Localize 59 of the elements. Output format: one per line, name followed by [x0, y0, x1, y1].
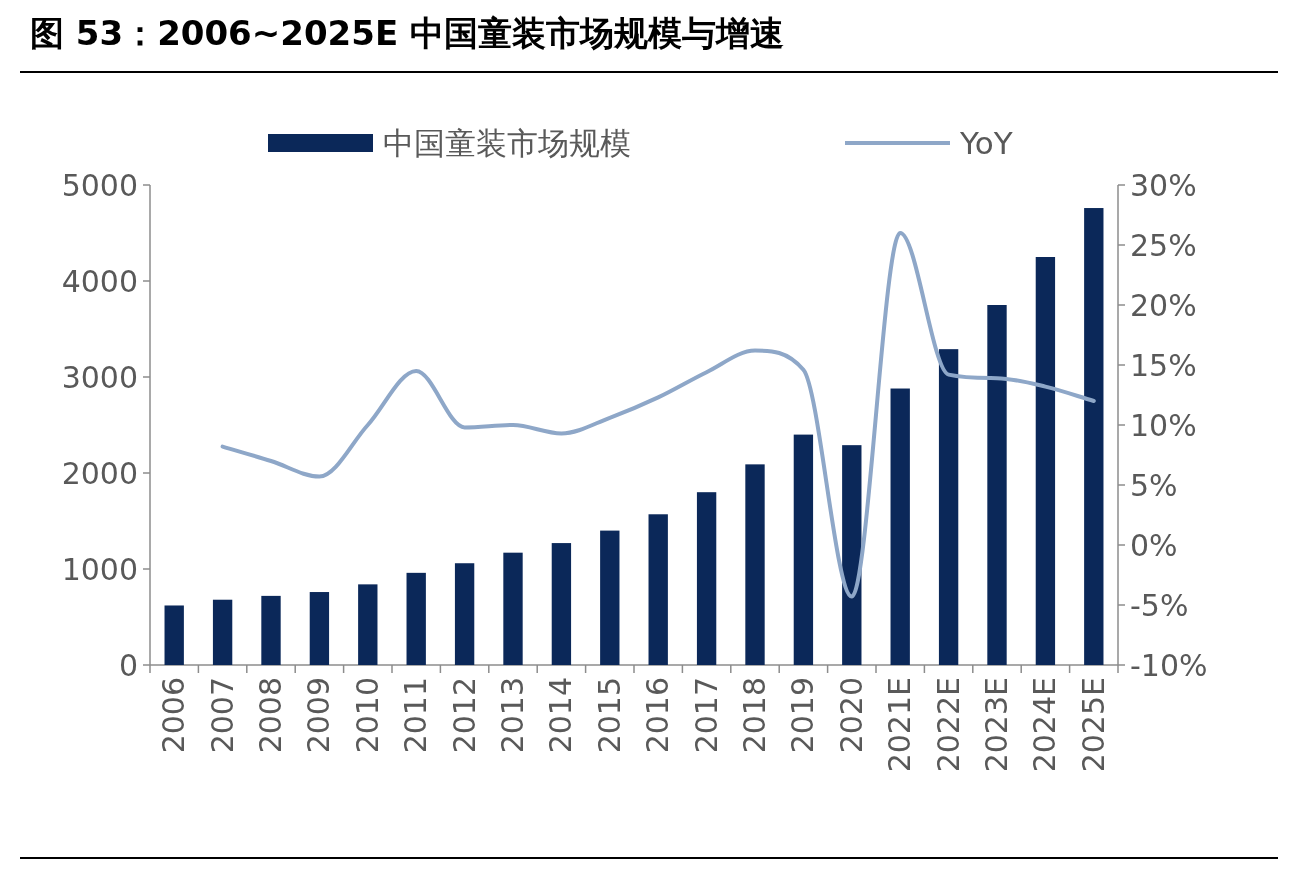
bar [454, 563, 475, 665]
bar [358, 584, 378, 665]
y-tick-label: 0 [118, 648, 138, 683]
y2-tick-label: -5% [1130, 588, 1189, 623]
y2-tick-label: 20% [1130, 288, 1197, 323]
x-tick-label: 2015 [591, 677, 627, 754]
y-tick-label: 4000 [61, 264, 138, 299]
bar [212, 599, 233, 665]
bar [1035, 257, 1056, 665]
y2-tick-label: 30% [1130, 168, 1197, 203]
x-tick-label: 2018 [737, 677, 772, 754]
bar [261, 595, 281, 665]
x-tick-label: 2016 [640, 677, 676, 754]
bar [987, 305, 1007, 665]
line-series [220, 231, 1096, 599]
x-tick-label: 2007 [204, 677, 240, 754]
y2-tick-label: 10% [1130, 408, 1197, 443]
x-tick-label: 2020 [833, 677, 869, 754]
bar [600, 530, 620, 665]
x-tick-label: 2024E [1027, 677, 1063, 773]
y-tick-label: 3000 [61, 360, 138, 395]
x-tick-label: 2014 [543, 677, 579, 754]
x-tick-label: 2006 [156, 677, 192, 754]
bar [164, 605, 184, 665]
bar [842, 445, 862, 665]
x-tick-label: 2017 [688, 677, 724, 754]
bar [406, 572, 426, 665]
bar [309, 592, 330, 665]
bar [745, 464, 765, 665]
y2-tick-label: 15% [1130, 348, 1197, 383]
chart-title: 图 53：2006~2025E 中国童装市场规模与增速 [30, 13, 784, 53]
x-tick-label: 2010 [349, 677, 385, 754]
y2-tick-label: 0% [1130, 528, 1178, 563]
x-tick-label: 2021E [882, 677, 918, 773]
bar [890, 388, 910, 665]
y-tick-label: 2000 [61, 456, 138, 491]
x-tick-label: 2022E [930, 677, 966, 773]
bar [696, 492, 717, 665]
x-tick-label: 2019 [785, 677, 821, 754]
bar [793, 434, 814, 665]
x-tick-label: 2025E [1075, 677, 1111, 773]
x-tick-label: 2012 [446, 677, 482, 754]
y-tick-label: 5000 [61, 168, 138, 203]
x-tick-label: 2011 [398, 677, 434, 754]
y2-tick-label: -10% [1130, 648, 1208, 683]
y2-tick-label: 5% [1130, 468, 1178, 503]
y2-tick-label: 25% [1130, 228, 1197, 263]
bar [503, 552, 523, 665]
x-tick-label: 2008 [253, 677, 288, 754]
bar [938, 349, 959, 665]
x-tick-label: 2009 [301, 677, 337, 754]
bar [1084, 208, 1104, 665]
bar [648, 514, 668, 665]
bar [551, 543, 572, 665]
legend-label: 中国童装市场规模 [383, 125, 631, 161]
x-tick-label: 2023E [979, 677, 1014, 773]
legend-label: YoY [959, 125, 1013, 161]
y-tick-label: 1000 [61, 552, 138, 587]
x-tick-label: 2013 [495, 677, 530, 754]
